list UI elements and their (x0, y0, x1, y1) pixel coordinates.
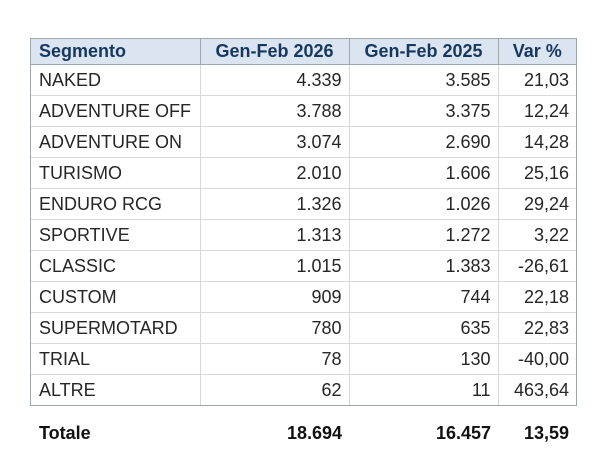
var-pct-cell: 12,24 (497, 95, 576, 127)
value-2026-cell: 1.015 (199, 250, 349, 282)
value-2025-cell: 130 (348, 343, 498, 375)
value-2026-cell: 780 (199, 312, 349, 344)
col-header-segmento: Segmento (31, 39, 201, 65)
var-pct-cell: 22,18 (497, 281, 576, 313)
total-label: Totale (39, 422, 91, 443)
var-pct-cell: -26,61 (497, 250, 576, 282)
var-pct-cell: 463,64 (497, 374, 576, 405)
value-2025-cell: 1.272 (348, 219, 498, 251)
table-row: CLASSIC 1.015 1.383 -26,61 (31, 250, 576, 282)
total-var-pct-value: 13,59 (523, 422, 569, 443)
value-2025-cell: 11 (348, 374, 498, 405)
segment-name-cell: TRIAL (31, 343, 200, 375)
table-row: ADVENTURE OFF 3.788 3.375 12,24 (31, 95, 576, 127)
segment-name-cell: ALTRE (31, 374, 200, 405)
var-pct-cell: 22,83 (497, 312, 576, 344)
var-pct-cell: -40,00 (497, 343, 576, 375)
value-2026-cell: 909 (199, 281, 349, 313)
value-2025-cell: 635 (348, 312, 498, 344)
table-row: CUSTOM 909 744 22,18 (31, 281, 576, 313)
segment-name-cell: ADVENTURE ON (31, 126, 200, 158)
table-row: NAKED 4.339 3.585 21,03 (31, 64, 576, 96)
value-2026-cell: 78 (199, 343, 349, 375)
total-row: Totale 18.694 16.457 13,59 (31, 419, 576, 447)
segment-name-cell: NAKED (39, 69, 102, 90)
value-2026-cell: 62 (199, 374, 349, 405)
table-row: TURISMO 2.010 1.606 25,16 (31, 157, 576, 189)
segment-name-cell: ENDURO RCG (31, 188, 200, 220)
header-row: Segmento Gen-Feb 2026 Gen-Feb 2025 Var % (31, 39, 576, 65)
value-2026-cell: 3.074 (199, 126, 349, 158)
value-2026-cell: 3.788 (199, 95, 349, 127)
table-row: SPORTIVE 1.313 1.272 3,22 (31, 219, 576, 251)
value-2026-cell: 2.010 (199, 157, 349, 189)
var-pct-cell: 21,03 (497, 64, 576, 96)
segment-name-cell: CUSTOM (31, 281, 200, 313)
col-header-var-pct: Var % (497, 39, 576, 65)
segments-table: Segmento Gen-Feb 2026 Gen-Feb 2025 Var %… (31, 39, 576, 405)
value-2025-cell: 3.375 (348, 95, 498, 127)
var-pct-cell: 25,16 (497, 157, 576, 189)
var-pct-cell: 29,24 (497, 188, 576, 220)
var-pct-cell: 14,28 (497, 126, 576, 158)
col-header-genfeb-2025: Gen-Feb 2025 (348, 39, 499, 65)
segment-name-cell: SPORTIVE (31, 219, 200, 251)
segment-name-cell: SUPERMOTARD (31, 312, 200, 344)
value-2025-cell: 1.026 (348, 188, 498, 220)
value-2025-cell: 1.606 (348, 157, 498, 189)
segment-name-cell: CLASSIC (31, 250, 200, 282)
table-row: SUPERMOTARD 780 635 22,83 (31, 312, 576, 344)
value-2025-cell: 2.690 (348, 126, 498, 158)
segment-name-cell: TURISMO (31, 157, 200, 189)
segments-table-wrapper: Segmento Gen-Feb 2026 Gen-Feb 2025 Var %… (30, 38, 577, 406)
value-2026-cell: 1.313 (199, 219, 349, 251)
segment-name-cell: ADVENTURE OFF (31, 95, 200, 127)
total-2025-value: 16.457 (435, 422, 491, 443)
table-row: ALTRE 62 11 463,64 (31, 374, 576, 405)
table-row: ADVENTURE ON 3.074 2.690 14,28 (31, 126, 576, 158)
table-row: ENDURO RCG 1.326 1.026 29,24 (31, 188, 576, 220)
value-2026-cell: 4.339 (199, 64, 349, 96)
var-pct-cell: 3,22 (497, 219, 576, 251)
table-row: TRIAL 78 130 -40,00 (31, 343, 576, 375)
total-2026-value: 18.694 (286, 422, 342, 443)
value-2025-cell: 744 (348, 281, 498, 313)
value-2025-cell: 3.585 (348, 64, 498, 96)
col-header-genfeb-2026: Gen-Feb 2026 (199, 39, 350, 65)
value-2025-cell: 1.383 (348, 250, 498, 282)
value-2026-cell: 1.326 (199, 188, 349, 220)
